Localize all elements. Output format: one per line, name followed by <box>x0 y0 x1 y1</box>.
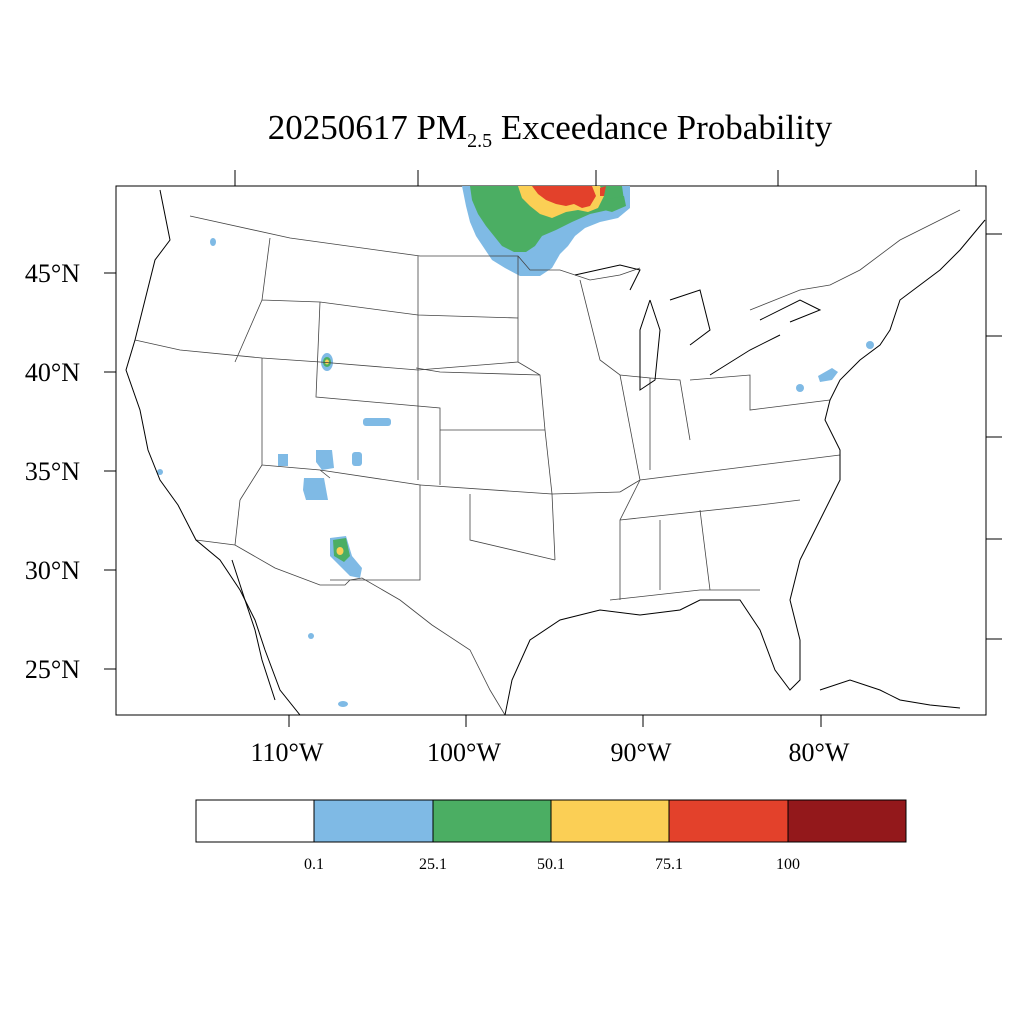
lat-label-35: 35°N <box>25 457 80 486</box>
shading-blue-pennsylvania <box>796 384 804 392</box>
shading-yellow-wyoming <box>325 359 329 365</box>
shading-blue-new-york <box>866 341 874 349</box>
west-coast <box>125 189 301 715</box>
lat-label-45: 45°N <box>25 259 80 288</box>
shading-blue-california <box>157 469 163 475</box>
shading-blue-washington <box>210 238 216 246</box>
map-frame <box>115 185 987 716</box>
great-lakes <box>574 264 822 391</box>
axis-ticks <box>104 170 1002 727</box>
shading-blue-utah-colorado <box>316 450 334 470</box>
colorbar: 0.1 25.1 50.1 75.1 100 <box>195 799 907 873</box>
shading-blue-colorado-2 <box>352 452 362 466</box>
lat-label-40: 40°N <box>25 358 80 387</box>
central-state-lines <box>415 256 621 561</box>
colorbar-bin-3 <box>550 799 670 843</box>
colorbar-bin-1 <box>313 799 434 843</box>
map-content <box>125 186 986 715</box>
lon-label-100w: 100°W <box>427 738 501 767</box>
us-canada-border <box>189 215 641 281</box>
colorbar-bin-0 <box>195 799 315 843</box>
latitude-labels: 45°N 40°N 35°N 30°N 25°N <box>25 259 80 684</box>
shading-yellow-new-mexico <box>336 547 344 555</box>
shading-blue-mexico-2 <box>308 633 314 639</box>
lon-label-110w: 110°W <box>251 738 324 767</box>
eastern-state-lines <box>579 279 841 601</box>
shading-blue-mexico <box>338 701 348 707</box>
colorbar-tick-label: 0.1 <box>304 856 324 873</box>
west-state-lines <box>134 237 519 581</box>
shading-blue-new-jersey <box>818 368 838 382</box>
shading-blue-colorado <box>363 418 391 426</box>
gulf-coast <box>504 559 801 715</box>
shading-blue-arizona <box>303 478 328 500</box>
coastlines <box>125 189 986 715</box>
colorbar-tick-label: 50.1 <box>537 856 565 873</box>
shading-red-north-patch <box>600 186 606 196</box>
map-title: 20250617 PM2.5 Exceedance Probability <box>267 108 833 152</box>
shading-red-north-plume <box>532 186 596 208</box>
colorbar-bin-4 <box>668 799 789 843</box>
colorbar-tick-label: 75.1 <box>655 856 683 873</box>
us-northeast-border <box>749 209 961 311</box>
lon-label-80w: 80°W <box>789 738 850 767</box>
florida-keys-cuba <box>819 679 961 709</box>
lon-label-90w: 90°W <box>611 738 672 767</box>
colorbar-bin-5 <box>787 799 907 843</box>
baja-peninsula <box>231 559 276 701</box>
longitude-labels: 110°W 100°W 90°W 80°W <box>251 738 850 767</box>
probability-shading <box>157 186 874 707</box>
atlantic-coast <box>799 219 986 561</box>
lat-label-25: 25°N <box>25 655 80 684</box>
lat-label-30: 30°N <box>25 556 80 585</box>
shading-green-north-east <box>604 196 626 212</box>
colorbar-tick-label: 25.1 <box>419 856 447 873</box>
us-mexico-border <box>195 539 506 715</box>
colorbar-bin-2 <box>432 799 552 843</box>
shading-blue-utah <box>278 454 288 466</box>
colorbar-tick-label: 100 <box>776 856 800 873</box>
state-boundaries <box>134 209 961 715</box>
